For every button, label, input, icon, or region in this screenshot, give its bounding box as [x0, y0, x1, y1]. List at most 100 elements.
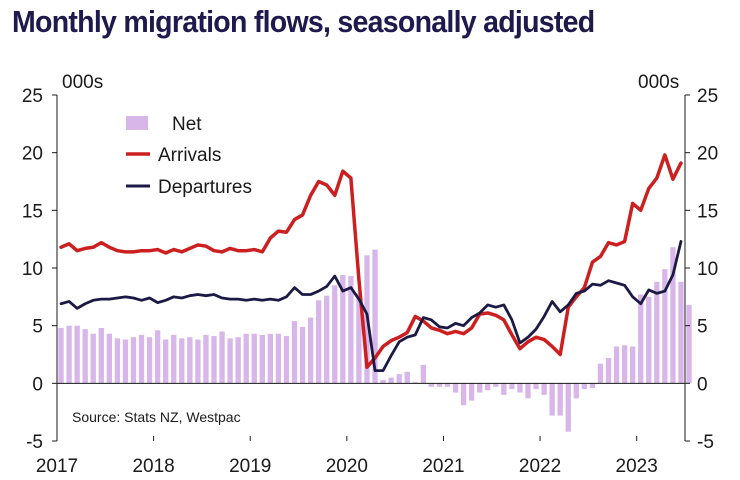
- net-bar: [646, 296, 652, 384]
- net-bar: [203, 334, 209, 384]
- net-bar: [630, 346, 636, 384]
- x-tick-label: 2020: [326, 456, 368, 477]
- net-bar: [227, 338, 233, 384]
- chart-title: Monthly migration flows, seasonally adju…: [12, 4, 595, 39]
- net-bar: [525, 383, 531, 399]
- net-bar: [670, 247, 676, 384]
- right-unit-label: 000s: [638, 72, 679, 93]
- net-bar: [477, 383, 483, 393]
- net-bar: [243, 333, 249, 384]
- net-bar: [324, 295, 330, 384]
- net-bar: [299, 326, 306, 384]
- departures-line: [59, 240, 683, 373]
- net-bar: [356, 293, 362, 384]
- net-bar: [219, 331, 225, 384]
- right-y-tick-label: 5: [697, 317, 708, 338]
- net-bar: [501, 383, 507, 395]
- net-bar: [621, 345, 628, 384]
- source-note: Source: Stats NZ, Westpac: [72, 409, 241, 425]
- left-y-tick-label: 0: [32, 374, 43, 395]
- net-bar: [267, 333, 274, 384]
- net-bar: [396, 374, 402, 384]
- net-bar: [485, 383, 491, 391]
- left-y-tick-label: 5: [32, 317, 43, 338]
- net-bar: [154, 330, 161, 384]
- net-bar: [380, 379, 386, 384]
- legend: Net Arrivals Departures: [126, 114, 252, 198]
- right-y-tick-label: 10: [697, 259, 718, 280]
- net-bar: [291, 321, 298, 384]
- left-y-tick-label: 25: [22, 86, 43, 107]
- net-bar: [589, 383, 596, 388]
- series-lines: [59, 153, 683, 373]
- net-bar: [259, 334, 265, 384]
- net-bar: [283, 336, 290, 384]
- net-bar: [493, 383, 499, 387]
- net-bar: [533, 383, 539, 390]
- right-y-tick-label: 15: [697, 201, 718, 222]
- net-bar: [541, 383, 547, 395]
- net-bar: [605, 357, 612, 384]
- net-bar: [74, 325, 80, 384]
- right-y-tick-label: 25: [697, 86, 718, 107]
- net-bar: [307, 317, 314, 384]
- net-bar: [348, 276, 354, 384]
- net-bar: [565, 383, 571, 432]
- net-bar: [275, 333, 282, 384]
- net-bar: [98, 327, 104, 384]
- legend-net-swatch: [126, 116, 148, 130]
- right-y-tick-label: 0: [697, 374, 708, 395]
- net-bar: [332, 285, 338, 384]
- left-y-tick-label: -5: [26, 432, 43, 453]
- net-bar: [581, 383, 588, 390]
- x-tick-label: 2019: [229, 456, 271, 477]
- net-bar: [428, 383, 435, 387]
- net-bar: [82, 329, 88, 384]
- net-bar: [597, 363, 604, 384]
- net-bar: [573, 383, 579, 399]
- net-bar: [138, 334, 145, 384]
- legend-net-label: Net: [172, 114, 202, 135]
- net-bar: [372, 249, 378, 384]
- net-bar: [404, 371, 410, 384]
- net-bar: [211, 336, 217, 384]
- net-bar: [654, 281, 660, 384]
- net-bar: [340, 274, 346, 384]
- net-bar: [678, 281, 684, 384]
- x-tick-label: 2017: [36, 456, 78, 477]
- net-bar: [251, 333, 257, 384]
- arrivals-line: [59, 153, 683, 369]
- net-bar: [58, 327, 64, 384]
- net-bar: [130, 337, 137, 384]
- net-bar: [235, 337, 241, 384]
- x-tick-label: 2018: [132, 456, 174, 477]
- net-bar: [452, 383, 459, 393]
- net-bar: [517, 383, 523, 393]
- net-bar: [146, 337, 153, 384]
- net-bar: [638, 294, 644, 384]
- net-bar: [662, 269, 668, 384]
- net-bar: [549, 383, 555, 416]
- net-bar: [187, 337, 193, 384]
- net-bar: [179, 338, 185, 384]
- x-tick-label: 2023: [616, 456, 658, 477]
- right-y-tick-label: -5: [697, 432, 714, 453]
- net-bars: [58, 247, 692, 432]
- left-y-tick-label: 10: [22, 259, 43, 280]
- net-bar: [114, 338, 121, 384]
- net-bar: [557, 383, 563, 416]
- net-bar: [420, 364, 426, 384]
- net-bar: [316, 300, 322, 384]
- legend-arrivals-label: Arrivals: [158, 145, 221, 166]
- net-bar: [388, 377, 394, 384]
- right-y-tick-label: 20: [697, 144, 718, 165]
- net-bar: [66, 325, 72, 384]
- net-bar: [412, 382, 418, 384]
- net-bar: [195, 339, 201, 384]
- x-tick-label: 2022: [519, 456, 561, 477]
- net-bar: [436, 383, 443, 387]
- net-bar: [106, 333, 112, 384]
- net-bar: [509, 383, 515, 390]
